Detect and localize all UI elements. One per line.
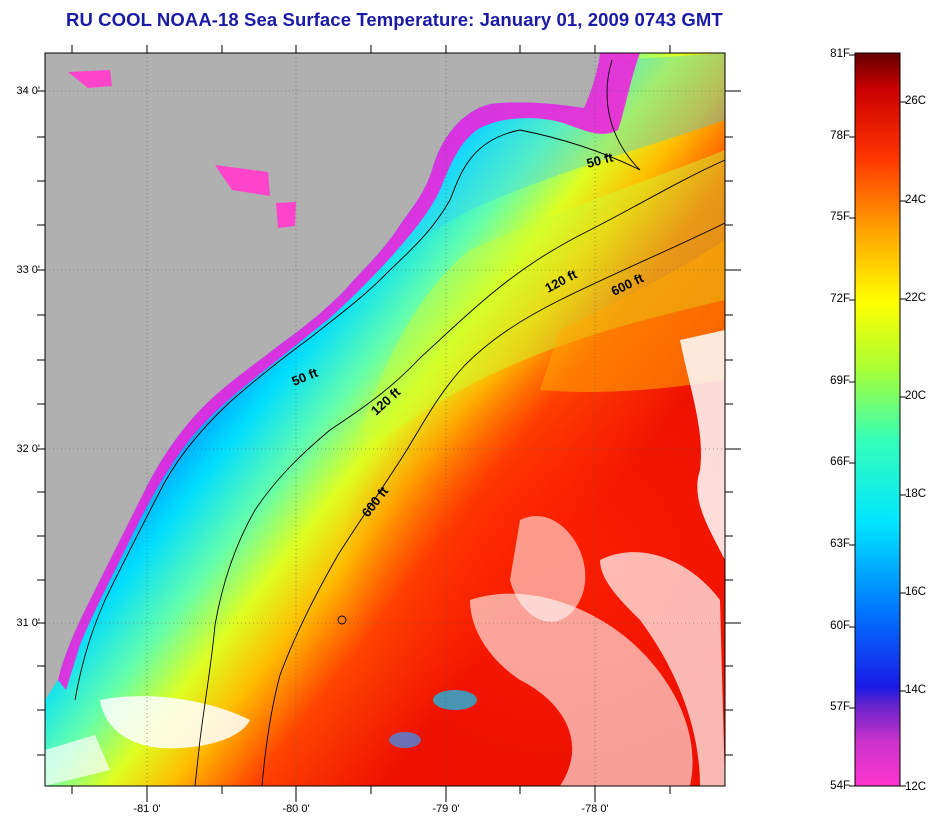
colorbar-label-f: 66F	[830, 456, 850, 468]
isobath-600ft	[261, 222, 725, 786]
colorbar-label-c: 14C	[905, 684, 927, 696]
colorbar-label-f: 81F	[830, 48, 850, 60]
cloud-cover-southwest	[45, 696, 250, 786]
axis-ticks	[37, 45, 741, 802]
lon-label-81: -81 0'	[133, 803, 161, 815]
colorbar-label-f: 54F	[830, 780, 850, 792]
graticule	[45, 53, 725, 786]
colorbar-label-f: 78F	[830, 130, 850, 142]
lat-label-33: 33 0'	[16, 264, 40, 276]
lat-label-31: 31 0'	[16, 617, 40, 629]
inland-lake	[68, 70, 112, 88]
lat-label-34: 34 0'	[16, 85, 40, 97]
isobath-lines	[74, 59, 725, 786]
lon-label-80: -80 0'	[282, 803, 310, 815]
inland-lake	[215, 165, 270, 196]
colorbar-label-c: 22C	[905, 292, 927, 304]
colorbar-label-f: 69F	[830, 375, 850, 387]
colorbar-label-f: 63F	[830, 538, 850, 550]
land-area	[45, 53, 600, 700]
colorbar-label-f: 60F	[830, 620, 850, 632]
lat-label-32: 32 0'	[16, 443, 40, 455]
mid-shelf-band	[360, 150, 725, 440]
inland-lake	[276, 202, 296, 228]
coastal-cold-band	[58, 53, 640, 690]
colorbar-label-f: 57F	[830, 701, 850, 713]
isobath-120ft	[194, 159, 725, 786]
colorbar-label-c: 12C	[905, 781, 927, 793]
lon-label-78: -78 0'	[581, 803, 609, 815]
colorbar-label-c: 20C	[905, 390, 927, 402]
cloud-cover	[470, 330, 725, 786]
lon-label-79: -79 0'	[432, 803, 460, 815]
isobath-50ft	[74, 59, 641, 701]
colorbar-label-f: 72F	[830, 293, 850, 305]
colorbar-label-c: 18C	[905, 488, 927, 500]
map-title: RU COOL NOAA-18 Sea Surface Temperature:…	[66, 9, 723, 30]
isobath-label-50ft-north: 50 ft	[585, 149, 615, 171]
warm-band-upper	[540, 240, 725, 392]
colorbar-label-c: 16C	[905, 586, 927, 598]
eddy-spot	[389, 732, 421, 748]
map-frame	[44, 52, 726, 787]
eddy-spot	[433, 690, 477, 710]
colorbar	[854, 52, 901, 787]
colorbar-label-f: 75F	[830, 211, 850, 223]
colorbar-label-c: 24C	[905, 194, 927, 206]
colorbar-ticks	[849, 54, 906, 787]
colorbar-label-c: 26C	[905, 95, 927, 107]
map-plot-area	[45, 53, 725, 786]
